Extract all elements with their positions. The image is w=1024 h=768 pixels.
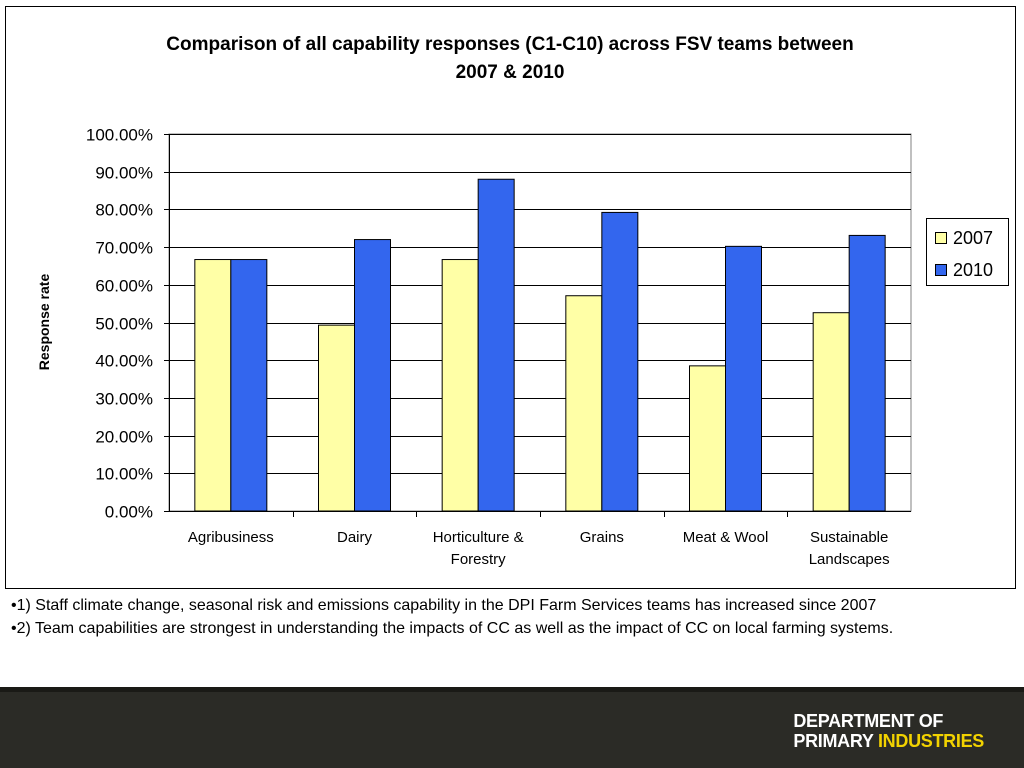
y-tick-label: 10.00%: [95, 465, 153, 484]
y-tick-label: 20.00%: [95, 428, 153, 447]
x-tick-label: Forestry: [451, 551, 507, 568]
legend-swatch-2007: [935, 232, 947, 244]
logo-line-1: DEPARTMENT OF: [793, 711, 944, 731]
y-tick-label: 50.00%: [95, 315, 153, 334]
bar-2007: [441, 259, 479, 512]
legend: 2007 2010: [926, 218, 1009, 286]
y-tick-label: 80.00%: [95, 201, 153, 220]
bar-2010: [725, 245, 762, 512]
y-tick-label: 90.00%: [95, 164, 153, 183]
note-2: •2) Team capabilities are strongest in u…: [11, 620, 894, 637]
dpi-logo: DEPARTMENT OF PRIMARY INDUSTRIES: [793, 711, 984, 751]
plot-area: [168, 133, 912, 512]
x-tick-label: Dairy: [337, 529, 373, 546]
legend-item-2007: 2007: [935, 226, 993, 250]
bar-chart: 0.00% 10.00% 20.00% 30.00% 40.00% 50.00% 60.00…: [86, 126, 912, 568]
bar-2010: [354, 239, 391, 512]
chart-title-line-1: Comparison of all capability responses (…: [166, 34, 854, 55]
x-tick-label: Agribusiness: [188, 529, 274, 546]
bar-2007: [812, 312, 850, 512]
bar-2010: [230, 259, 268, 512]
footer-bar: DEPARTMENT OF PRIMARY INDUSTRIES: [0, 687, 1024, 768]
legend-label-2007: 2007: [953, 227, 994, 248]
y-tick-label: 30.00%: [95, 390, 153, 409]
y-tick-label: 70.00%: [95, 239, 153, 258]
y-tick-label: 40.00%: [95, 352, 153, 371]
legend-item-2010: 2010: [935, 258, 993, 282]
x-tick-label: Meat & Wool: [683, 529, 769, 546]
legend-label-2010: 2010: [953, 259, 994, 280]
bar-2010: [848, 234, 886, 512]
x-tick-label: Landscapes: [809, 551, 890, 568]
notes: •1) Staff climate change, seasonal risk …: [11, 594, 1011, 640]
y-tick-label: 0.00%: [105, 503, 153, 522]
logo-industries: INDUSTRIES: [877, 731, 984, 751]
bar-2007: [318, 324, 355, 512]
bar-2007: [689, 365, 726, 512]
logo-primary: PRIMARY: [793, 731, 874, 751]
x-tick-label: Grains: [580, 529, 624, 546]
y-tick-label: 100.00%: [86, 126, 153, 145]
x-tick-label: Sustainable: [810, 529, 888, 546]
legend-swatch-2010: [935, 264, 947, 276]
note-1: •1) Staff climate change, seasonal risk …: [11, 597, 877, 614]
footer-stripe: [0, 687, 1024, 692]
x-tick-label: Horticulture &: [433, 529, 524, 546]
y-axis-label: Response rate: [36, 273, 52, 371]
chart-title: Comparison of all capability responses (…: [60, 31, 960, 87]
logo-line-2: PRIMARY INDUSTRIES: [793, 731, 984, 751]
y-tick-label: 60.00%: [95, 277, 153, 296]
bar-2007: [194, 259, 232, 512]
bar-2010: [601, 211, 639, 512]
bar-2010: [477, 178, 515, 512]
chart-title-line-2: 2007 & 2010: [455, 62, 565, 83]
bar-2007: [565, 295, 603, 512]
